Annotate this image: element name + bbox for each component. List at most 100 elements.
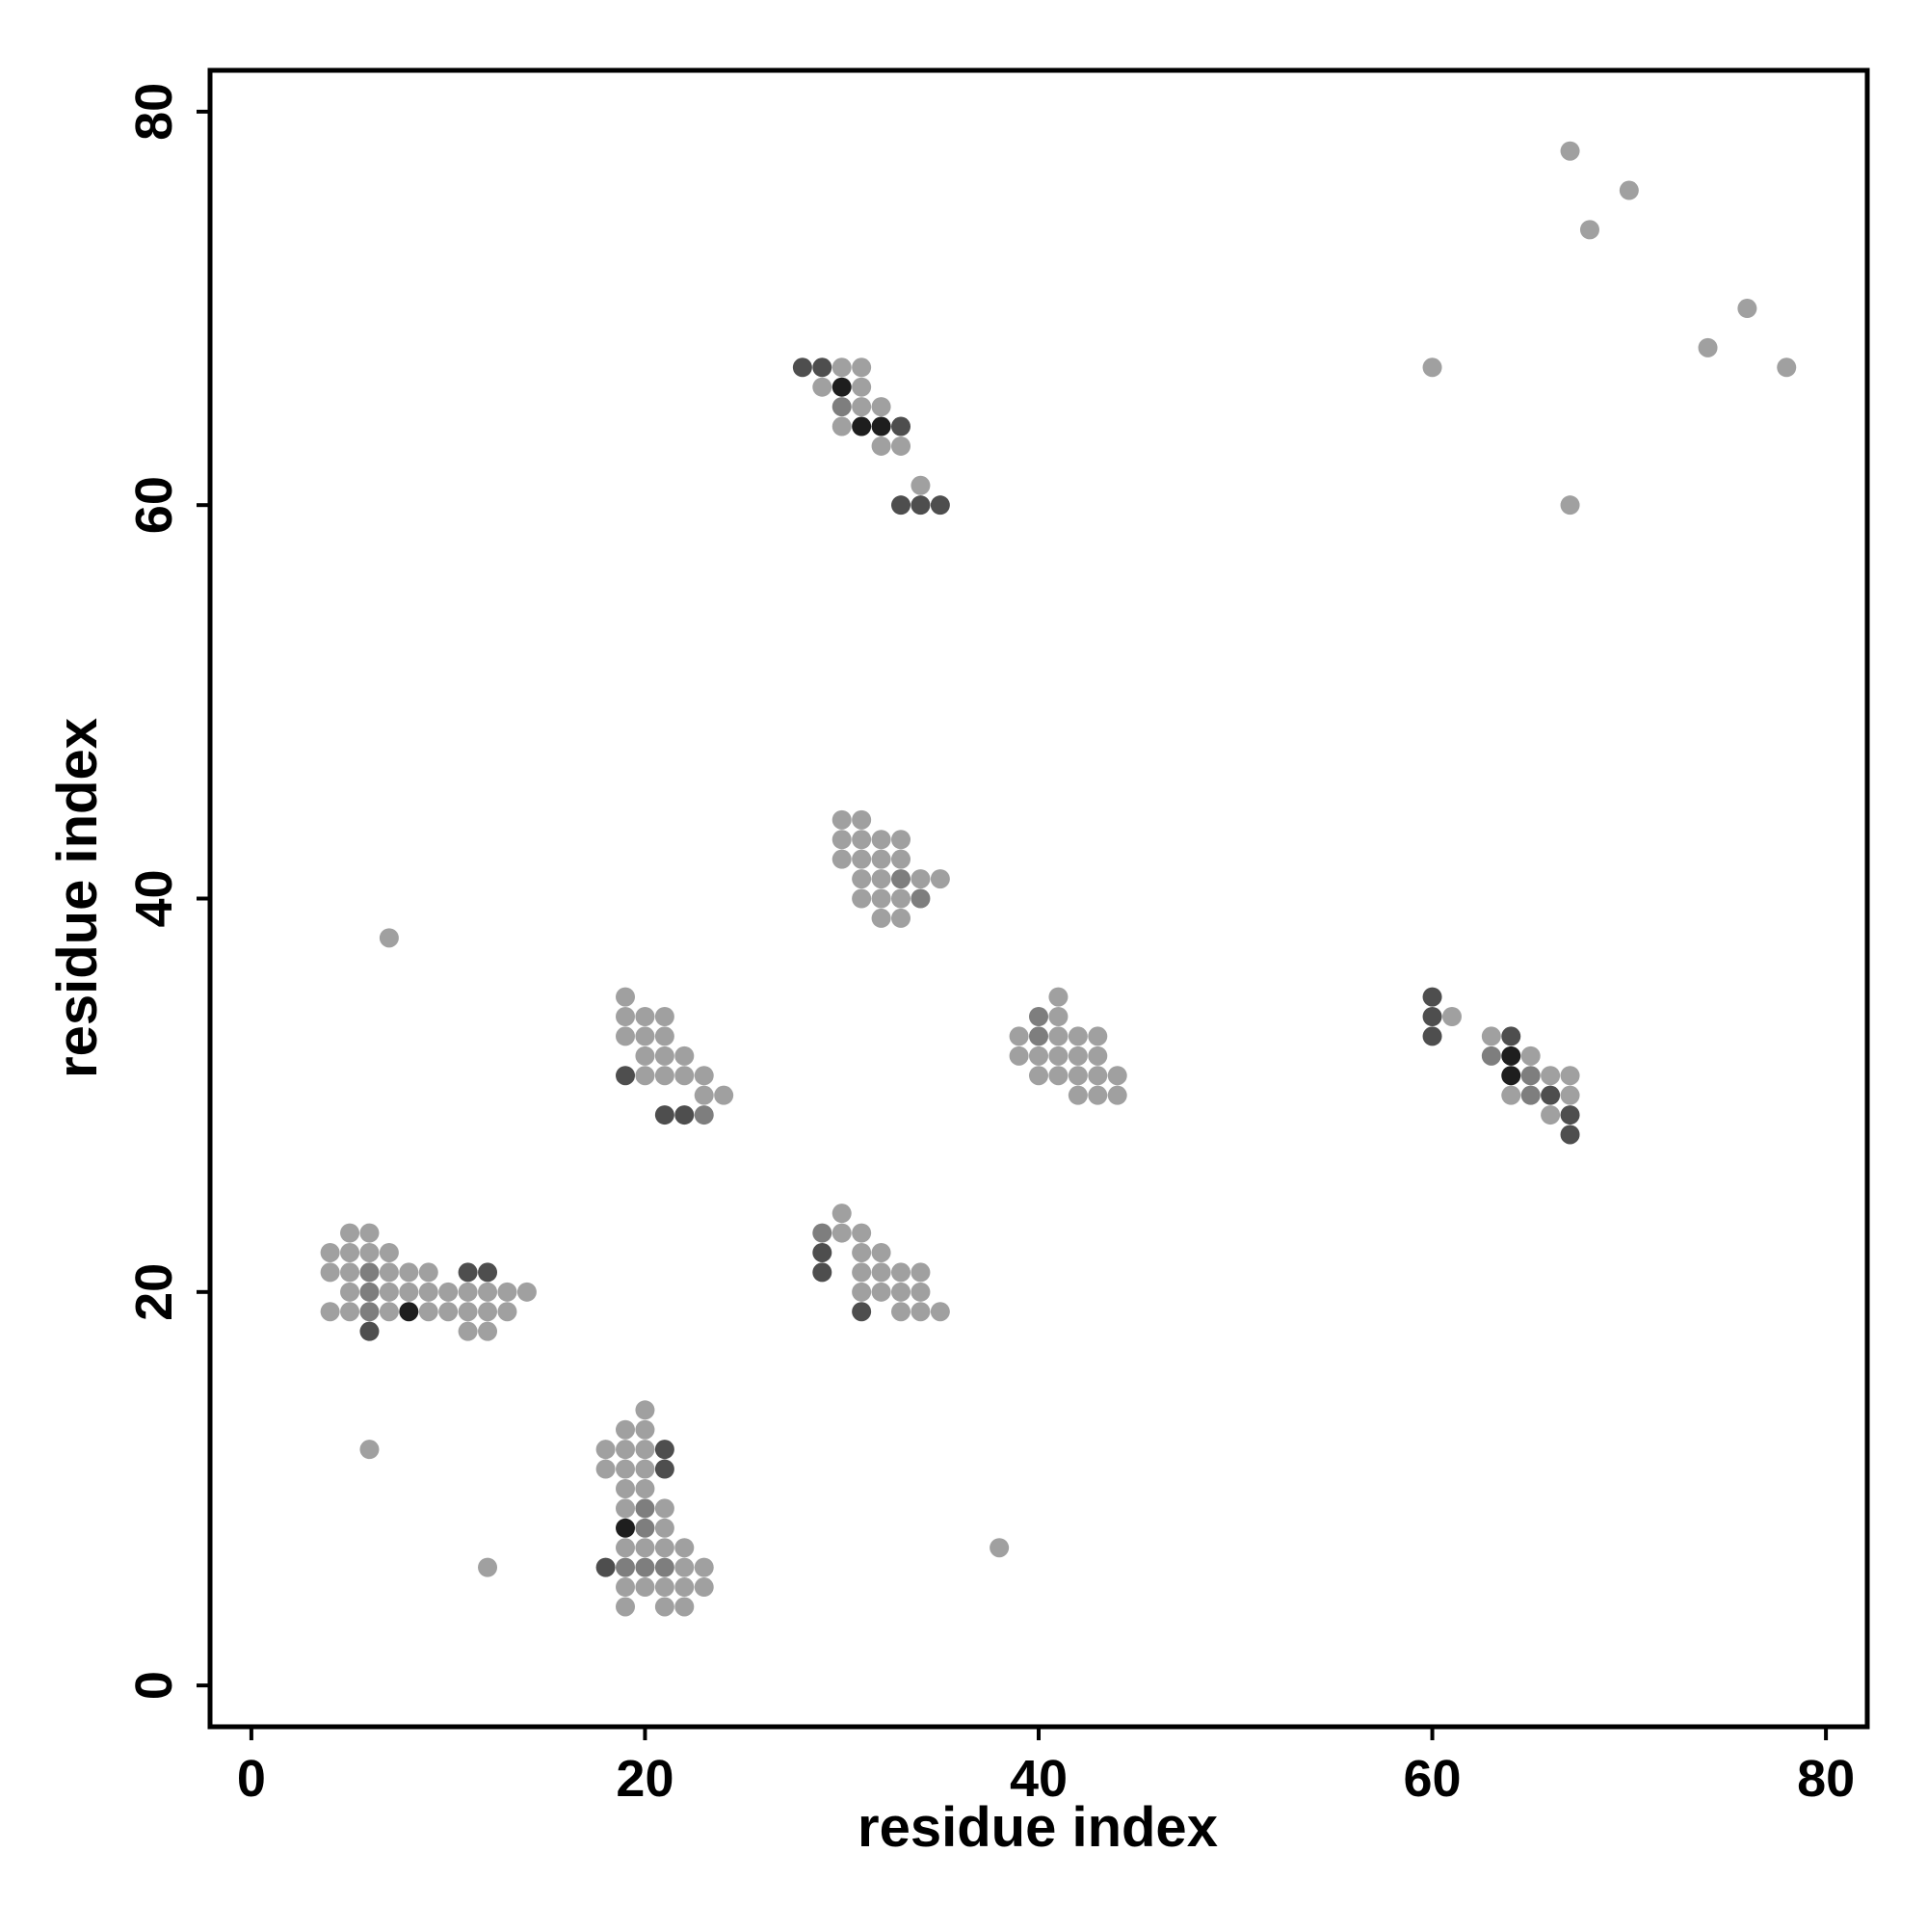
point	[674, 1557, 695, 1577]
point	[1048, 1006, 1069, 1026]
point	[714, 1085, 734, 1105]
point	[852, 1262, 872, 1283]
point	[871, 1262, 891, 1283]
point	[1068, 1066, 1088, 1086]
point	[852, 377, 872, 397]
point	[674, 1105, 695, 1125]
point	[478, 1321, 498, 1341]
point	[1619, 180, 1639, 200]
point	[379, 1262, 399, 1283]
point	[1009, 1045, 1029, 1066]
point	[852, 830, 872, 850]
point	[1777, 357, 1797, 378]
point	[654, 1066, 674, 1086]
point	[812, 1223, 832, 1243]
point	[674, 1538, 695, 1558]
point	[616, 1478, 636, 1498]
point	[852, 1302, 872, 1322]
point	[616, 1066, 636, 1086]
point	[911, 1262, 931, 1283]
point	[616, 1006, 636, 1026]
point	[399, 1262, 419, 1283]
point	[616, 1538, 636, 1558]
point	[871, 436, 891, 456]
point	[654, 1045, 674, 1066]
point	[616, 1498, 636, 1519]
y-tick-label: 40	[125, 869, 183, 927]
point	[1560, 1085, 1580, 1105]
point	[871, 849, 891, 869]
point	[871, 1242, 891, 1262]
point	[320, 1262, 340, 1283]
point	[635, 1006, 655, 1026]
point	[359, 1223, 380, 1243]
point	[478, 1262, 498, 1283]
point	[871, 888, 891, 909]
point	[852, 397, 872, 417]
point	[1088, 1026, 1108, 1046]
x-tick-label: 40	[1010, 1750, 1068, 1808]
point	[891, 1282, 911, 1302]
point	[1560, 1125, 1580, 1145]
point	[674, 1597, 695, 1617]
point	[379, 1242, 399, 1262]
point	[635, 1498, 655, 1519]
point	[478, 1282, 498, 1302]
point	[1088, 1085, 1108, 1105]
point	[340, 1242, 360, 1262]
point	[418, 1262, 438, 1283]
point	[359, 1440, 380, 1460]
point	[832, 849, 852, 869]
point	[654, 1006, 674, 1026]
point	[595, 1459, 616, 1479]
point	[1422, 357, 1442, 378]
point	[674, 1045, 695, 1066]
point	[399, 1302, 419, 1322]
point	[359, 1282, 380, 1302]
point	[852, 869, 872, 889]
point	[616, 1419, 636, 1440]
point	[891, 888, 911, 909]
point	[1029, 1045, 1048, 1066]
point	[635, 1440, 655, 1460]
point	[379, 928, 399, 948]
point	[832, 1204, 852, 1224]
point	[595, 1440, 616, 1460]
point	[674, 1577, 695, 1598]
point	[1560, 141, 1580, 161]
point	[891, 869, 911, 889]
point	[911, 1302, 931, 1322]
point	[654, 1440, 674, 1460]
point	[911, 869, 931, 889]
point	[1698, 337, 1718, 357]
point	[1541, 1085, 1561, 1105]
x-axis-label: residue index	[858, 1796, 1218, 1859]
point	[832, 809, 852, 830]
point	[654, 1459, 674, 1479]
point	[871, 1282, 891, 1302]
point	[1560, 1105, 1580, 1125]
point	[1107, 1085, 1127, 1105]
point	[1481, 1026, 1501, 1046]
x-tick-label: 60	[1404, 1750, 1462, 1808]
point	[1068, 1085, 1088, 1105]
point	[654, 1518, 674, 1538]
point	[1520, 1066, 1541, 1086]
point	[812, 1242, 832, 1262]
point	[616, 1557, 636, 1577]
point	[891, 908, 911, 928]
point	[635, 1577, 655, 1598]
point	[694, 1105, 714, 1125]
point	[635, 1419, 655, 1440]
point	[891, 830, 911, 850]
x-tick-label: 0	[237, 1750, 266, 1808]
point	[911, 888, 931, 909]
point	[871, 397, 891, 417]
point	[1441, 1006, 1462, 1026]
point	[792, 357, 812, 378]
point	[812, 357, 832, 378]
point	[1541, 1105, 1561, 1125]
point	[832, 830, 852, 850]
point	[911, 475, 931, 495]
point	[891, 1262, 911, 1283]
